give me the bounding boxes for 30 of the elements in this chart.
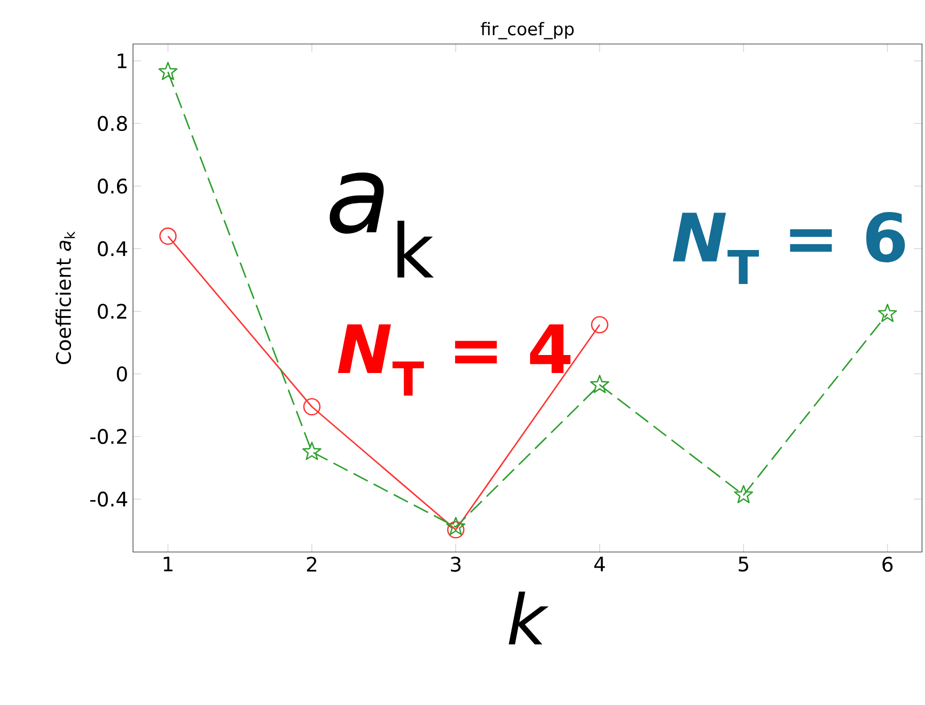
x-tick-label: 6	[882, 556, 893, 572]
point	[302, 442, 322, 460]
y-tick-label: -0.2	[90, 428, 126, 444]
x-axis-title: k	[508, 592, 549, 644]
x-tick-label: 2	[306, 556, 316, 572]
x-tick-label: 4	[594, 556, 605, 572]
y-tick-label: 0	[116, 366, 127, 382]
chart-title: fir_coef_pp	[480, 22, 574, 40]
point	[878, 304, 898, 322]
x-tick-label: 5	[738, 556, 748, 572]
y-tick-label: 1	[118, 54, 126, 68]
point	[447, 521, 464, 538]
y-tick-label: -0.4	[90, 492, 128, 507]
x-tick-label: 3	[450, 556, 461, 572]
point	[446, 516, 466, 536]
point	[158, 62, 178, 80]
y-tick-label: 0.4	[98, 241, 128, 256]
point	[590, 374, 610, 394]
annotation: a$_{k}$	[330, 172, 434, 278]
annotation: N$_{T}$ = 6	[672, 212, 905, 284]
x-tick-label: 1	[164, 556, 172, 572]
point	[159, 227, 177, 245]
y-axis-title: Coefficient a$_{k}$	[56, 231, 75, 364]
y-tick-label: 0.8	[98, 116, 127, 132]
y-tick-label: 0.6	[98, 178, 128, 194]
point	[590, 316, 608, 334]
y-tick-label: 0.2	[98, 304, 126, 319]
annotation: N$_{T}$ = 4	[338, 324, 570, 396]
point	[303, 398, 321, 416]
point	[734, 485, 754, 504]
